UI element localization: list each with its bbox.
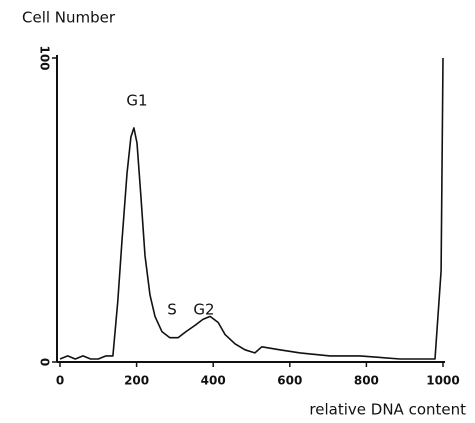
x-tick-label: 600 — [277, 374, 302, 388]
x-tick-label: 1000 — [426, 374, 459, 388]
histogram-line — [59, 57, 444, 360]
y-tick-label: 0 — [38, 358, 52, 366]
x-tick-label: 400 — [201, 374, 226, 388]
x-tick-label: 200 — [124, 374, 149, 388]
y-axis-title: Cell Number — [22, 9, 116, 27]
annotation: S — [167, 301, 177, 319]
annotation: G2 — [193, 301, 214, 319]
x-tick-label: 800 — [354, 374, 379, 388]
x-axis-title: relative DNA content — [309, 401, 466, 419]
y-tick-label: 100 — [38, 45, 52, 70]
annotation: G1 — [126, 92, 147, 110]
x-tick-label: 0 — [56, 374, 64, 388]
